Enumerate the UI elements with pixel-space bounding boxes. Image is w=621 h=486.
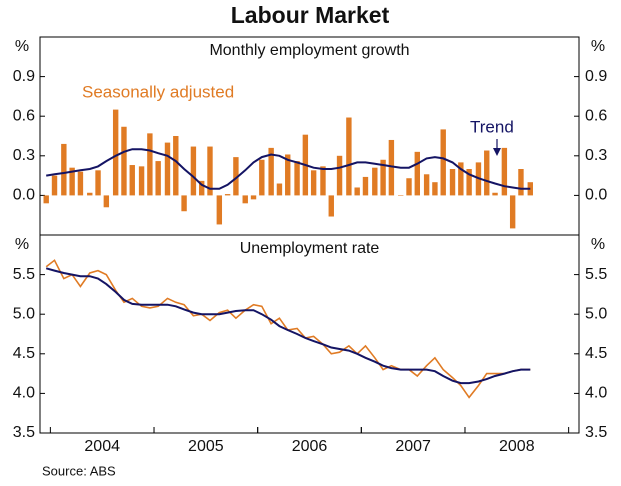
y-tick-label: 0.6 bbox=[13, 107, 35, 124]
bar bbox=[207, 146, 213, 196]
y-unit: % bbox=[591, 38, 605, 55]
bar bbox=[276, 183, 283, 196]
series-label: Seasonally adjusted bbox=[82, 82, 234, 101]
y-tick-label: 0.0 bbox=[13, 187, 35, 204]
bar bbox=[216, 195, 223, 225]
y-tick-label: 0.0 bbox=[585, 187, 607, 204]
bar bbox=[423, 174, 430, 196]
bar bbox=[354, 187, 360, 196]
y-tick-label: 4.5 bbox=[13, 345, 35, 362]
bar bbox=[173, 136, 179, 196]
x-tick-label: 2004 bbox=[84, 438, 120, 455]
y-tick-label: 0.9 bbox=[585, 68, 607, 85]
bar bbox=[294, 161, 300, 196]
bar bbox=[484, 150, 490, 196]
y-tick-label: 5.0 bbox=[585, 305, 607, 322]
bar bbox=[77, 171, 84, 196]
bar bbox=[509, 195, 516, 229]
bar bbox=[466, 169, 472, 196]
bar bbox=[336, 155, 343, 196]
bar bbox=[95, 170, 101, 196]
bar bbox=[458, 162, 464, 196]
x-tick-label: 2008 bbox=[499, 438, 535, 455]
bar bbox=[190, 146, 197, 196]
bar bbox=[51, 175, 58, 196]
bar bbox=[388, 139, 395, 196]
bar bbox=[138, 166, 145, 196]
bar bbox=[518, 169, 524, 196]
bar bbox=[129, 165, 135, 196]
bar bbox=[259, 159, 265, 196]
bar bbox=[362, 176, 369, 196]
panel-title: Monthly employment growth bbox=[209, 42, 409, 59]
x-tick-label: 2005 bbox=[188, 438, 224, 455]
bar bbox=[224, 194, 231, 196]
y-unit: % bbox=[591, 236, 605, 253]
line bbox=[45, 259, 531, 399]
bar bbox=[398, 195, 404, 196]
bar bbox=[87, 192, 93, 196]
bar bbox=[112, 109, 119, 196]
y-tick-label: 0.9 bbox=[13, 68, 35, 85]
bar bbox=[155, 161, 161, 196]
bar bbox=[103, 195, 110, 208]
line bbox=[45, 267, 531, 385]
bar bbox=[164, 142, 171, 196]
bar bbox=[346, 117, 352, 196]
y-tick-label: 4.0 bbox=[585, 385, 607, 402]
bar bbox=[432, 182, 438, 196]
bar bbox=[147, 133, 153, 196]
x-tick-label: 2006 bbox=[292, 438, 328, 455]
x-tick-label: 2007 bbox=[395, 438, 431, 455]
bar bbox=[121, 126, 127, 196]
y-tick-label: 0.3 bbox=[585, 147, 607, 164]
bar bbox=[285, 154, 291, 196]
bar bbox=[414, 151, 420, 196]
y-unit: % bbox=[15, 236, 29, 253]
y-unit: % bbox=[15, 38, 29, 55]
y-tick-label: 3.5 bbox=[585, 424, 607, 441]
bar bbox=[43, 195, 49, 204]
bar bbox=[310, 170, 317, 196]
chart-title: Labour Market bbox=[231, 2, 390, 28]
bar bbox=[328, 195, 334, 217]
bar bbox=[250, 195, 257, 200]
plot-frame bbox=[39, 234, 580, 434]
y-tick-label: 0.6 bbox=[585, 107, 607, 124]
bar bbox=[492, 192, 498, 196]
y-tick-label: 4.5 bbox=[585, 345, 607, 362]
annotation-arrowhead bbox=[493, 148, 501, 156]
bar bbox=[233, 157, 239, 196]
bar bbox=[380, 159, 386, 196]
series-label: Trend bbox=[470, 117, 514, 136]
bar bbox=[501, 147, 508, 196]
bar bbox=[449, 169, 456, 196]
bar bbox=[268, 147, 274, 196]
bar bbox=[181, 195, 187, 212]
bar bbox=[440, 129, 446, 196]
bar bbox=[61, 143, 67, 196]
bar bbox=[320, 166, 326, 196]
source: Source: ABS bbox=[42, 463, 116, 478]
bar bbox=[199, 180, 205, 196]
y-tick-label: 0.3 bbox=[13, 147, 35, 164]
bar bbox=[242, 195, 248, 204]
line bbox=[46, 148, 531, 190]
y-tick-label: 5.5 bbox=[585, 266, 607, 283]
bar bbox=[69, 167, 75, 196]
y-tick-label: 4.0 bbox=[13, 385, 35, 402]
bar bbox=[406, 178, 412, 196]
y-tick-label: 5.0 bbox=[13, 305, 35, 322]
bar bbox=[372, 167, 378, 196]
panel-title: Unemployment rate bbox=[240, 240, 380, 257]
y-tick-label: 5.5 bbox=[13, 266, 35, 283]
y-tick-label: 3.5 bbox=[13, 424, 35, 441]
